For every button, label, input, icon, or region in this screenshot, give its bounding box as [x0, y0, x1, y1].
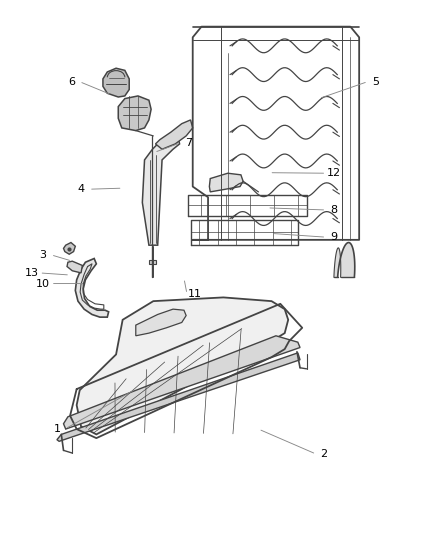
- Text: 4: 4: [78, 184, 85, 194]
- Text: 13: 13: [25, 268, 39, 278]
- Text: 3: 3: [39, 250, 46, 260]
- Polygon shape: [77, 297, 288, 434]
- Polygon shape: [75, 259, 109, 317]
- Polygon shape: [209, 173, 243, 192]
- Polygon shape: [155, 120, 193, 149]
- Text: 1: 1: [53, 424, 60, 434]
- Polygon shape: [67, 261, 82, 273]
- Polygon shape: [149, 260, 156, 264]
- Polygon shape: [103, 68, 129, 97]
- Text: 12: 12: [327, 168, 341, 178]
- Polygon shape: [64, 336, 300, 429]
- Polygon shape: [136, 309, 186, 336]
- Text: 11: 11: [188, 289, 202, 299]
- Text: 2: 2: [321, 449, 328, 459]
- Text: 6: 6: [68, 77, 75, 86]
- Text: 5: 5: [372, 77, 379, 86]
- Polygon shape: [142, 133, 180, 245]
- Text: 8: 8: [331, 205, 338, 215]
- Polygon shape: [118, 96, 151, 131]
- Text: 9: 9: [331, 232, 338, 242]
- Polygon shape: [64, 243, 75, 254]
- Polygon shape: [334, 243, 355, 277]
- Text: 10: 10: [36, 279, 50, 288]
- Text: 7: 7: [185, 138, 192, 148]
- Polygon shape: [57, 353, 300, 441]
